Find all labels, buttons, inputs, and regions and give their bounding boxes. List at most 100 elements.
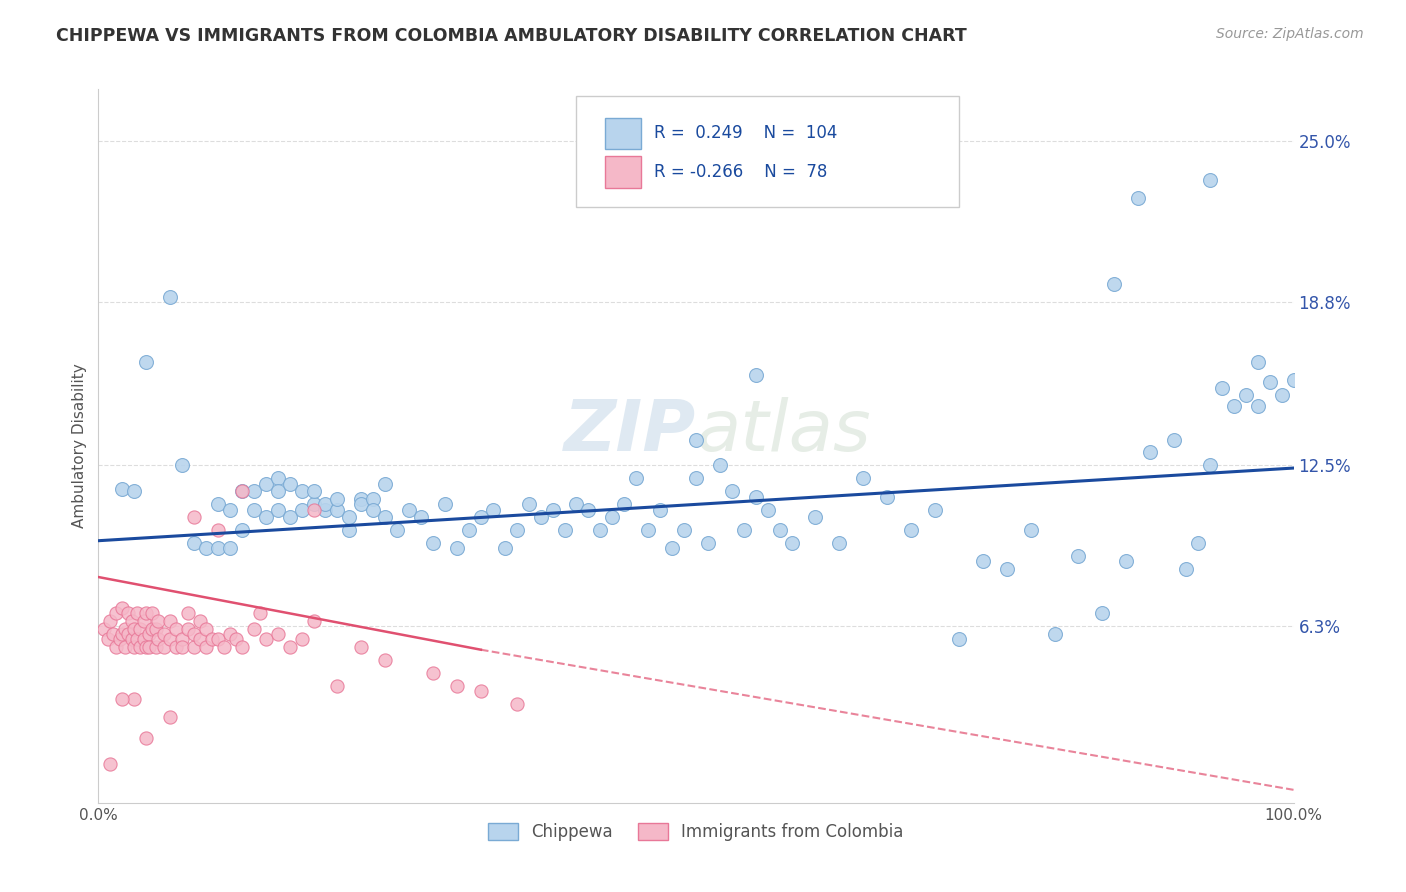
Point — [1199, 173, 1222, 187]
Point — [350, 497, 373, 511]
Point — [183, 536, 205, 550]
Point — [768, 524, 790, 538]
Point — [517, 497, 540, 511]
Point — [1271, 388, 1294, 402]
Point — [278, 510, 301, 524]
Point — [339, 524, 361, 538]
Point — [709, 458, 731, 473]
Point — [93, 622, 115, 636]
Point — [1115, 554, 1137, 568]
Text: atlas: atlas — [696, 397, 870, 467]
Point — [530, 510, 553, 524]
Point — [685, 433, 707, 447]
Text: R = -0.266    N =  78: R = -0.266 N = 78 — [654, 163, 828, 181]
Point — [326, 679, 349, 693]
Point — [105, 607, 128, 621]
Point — [291, 632, 314, 647]
Point — [129, 622, 152, 636]
Point — [141, 622, 163, 636]
Point — [398, 502, 420, 516]
Point — [135, 607, 157, 621]
Point — [780, 536, 803, 550]
Point — [637, 524, 659, 538]
Point — [326, 492, 349, 507]
Point — [411, 510, 433, 524]
Point — [159, 632, 181, 647]
Point — [132, 632, 155, 647]
Point — [188, 632, 211, 647]
Point — [1019, 524, 1042, 538]
Point — [121, 614, 143, 628]
Point — [183, 627, 205, 641]
FancyBboxPatch shape — [605, 156, 641, 187]
Point — [183, 640, 205, 654]
Point — [124, 622, 146, 636]
Point — [1282, 373, 1305, 387]
Point — [267, 502, 290, 516]
Point — [422, 536, 444, 550]
Point — [1139, 445, 1161, 459]
Point — [422, 666, 444, 681]
Point — [135, 354, 157, 368]
Point — [1258, 376, 1281, 390]
Point — [291, 484, 314, 499]
Point — [1211, 381, 1233, 395]
Point — [506, 524, 529, 538]
Point — [267, 484, 290, 499]
Point — [111, 692, 134, 706]
Point — [1163, 433, 1185, 447]
Point — [188, 614, 211, 628]
Point — [1175, 562, 1198, 576]
Point — [350, 492, 373, 507]
Point — [876, 490, 898, 504]
Point — [231, 524, 253, 538]
Point — [302, 502, 325, 516]
Point — [1091, 607, 1114, 621]
Point — [124, 640, 146, 654]
Point — [1104, 277, 1126, 291]
Point — [111, 601, 134, 615]
Text: Source: ZipAtlas.com: Source: ZipAtlas.com — [1216, 27, 1364, 41]
Y-axis label: Ambulatory Disability: Ambulatory Disability — [72, 364, 87, 528]
Point — [138, 627, 160, 641]
Point — [267, 471, 290, 485]
Point — [172, 632, 194, 647]
Point — [326, 502, 349, 516]
Point — [541, 502, 564, 516]
Point — [231, 484, 253, 499]
Point — [138, 640, 160, 654]
Point — [578, 502, 600, 516]
Point — [111, 627, 134, 641]
Point — [105, 640, 128, 654]
Point — [267, 627, 290, 641]
Point — [125, 607, 148, 621]
Point — [98, 756, 122, 771]
Point — [98, 614, 122, 628]
Point — [1223, 399, 1246, 413]
Point — [231, 484, 253, 499]
Point — [254, 632, 277, 647]
Point — [1247, 399, 1270, 413]
Point — [756, 502, 779, 516]
Point — [111, 482, 134, 496]
Point — [195, 640, 218, 654]
Point — [135, 640, 157, 654]
Point — [231, 640, 253, 654]
Point — [494, 541, 516, 556]
Point — [165, 622, 187, 636]
Point — [135, 731, 157, 745]
Point — [207, 524, 229, 538]
Point — [207, 497, 229, 511]
Text: ZIP: ZIP — [564, 397, 696, 467]
Point — [446, 679, 468, 693]
Point — [132, 614, 155, 628]
Point — [1043, 627, 1066, 641]
Point — [254, 510, 277, 524]
Point — [828, 536, 851, 550]
Point — [207, 541, 229, 556]
Point — [626, 471, 648, 485]
Point — [470, 510, 492, 524]
Point — [243, 484, 266, 499]
Point — [948, 632, 970, 647]
Point — [278, 640, 301, 654]
